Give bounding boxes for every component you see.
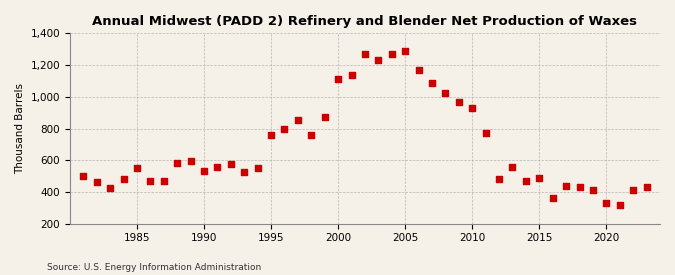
Point <box>279 126 290 131</box>
Point <box>266 133 277 137</box>
Point <box>212 165 223 170</box>
Point <box>628 188 639 192</box>
Point <box>493 177 504 182</box>
Point <box>480 131 491 136</box>
Point <box>292 118 303 122</box>
Point <box>132 166 142 170</box>
Point <box>574 185 585 189</box>
Title: Annual Midwest (PADD 2) Refinery and Blender Net Production of Waxes: Annual Midwest (PADD 2) Refinery and Ble… <box>92 15 637 28</box>
Point <box>386 52 397 56</box>
Point <box>520 179 531 183</box>
Point <box>172 161 183 166</box>
Point <box>360 52 371 56</box>
Point <box>333 77 344 82</box>
Point <box>454 100 464 104</box>
Point <box>561 184 572 189</box>
Y-axis label: Thousand Barrels: Thousand Barrels <box>15 83 25 174</box>
Point <box>185 159 196 163</box>
Point <box>467 106 478 110</box>
Point <box>145 179 156 183</box>
Point <box>641 185 652 189</box>
Point <box>91 180 102 184</box>
Point <box>225 162 236 166</box>
Point <box>413 68 424 72</box>
Point <box>547 196 558 200</box>
Point <box>159 179 169 183</box>
Point <box>373 58 384 62</box>
Point <box>252 166 263 170</box>
Point <box>239 170 250 174</box>
Point <box>400 49 410 53</box>
Point <box>427 81 437 86</box>
Point <box>534 175 545 180</box>
Point <box>601 201 612 205</box>
Point <box>614 202 625 207</box>
Point <box>346 72 357 77</box>
Point <box>319 115 330 120</box>
Point <box>587 188 598 193</box>
Point <box>198 169 209 174</box>
Text: Source: U.S. Energy Information Administration: Source: U.S. Energy Information Administ… <box>47 263 261 272</box>
Point <box>440 91 451 95</box>
Point <box>306 133 317 137</box>
Point <box>118 177 129 182</box>
Point <box>78 174 88 178</box>
Point <box>507 164 518 169</box>
Point <box>105 186 115 190</box>
